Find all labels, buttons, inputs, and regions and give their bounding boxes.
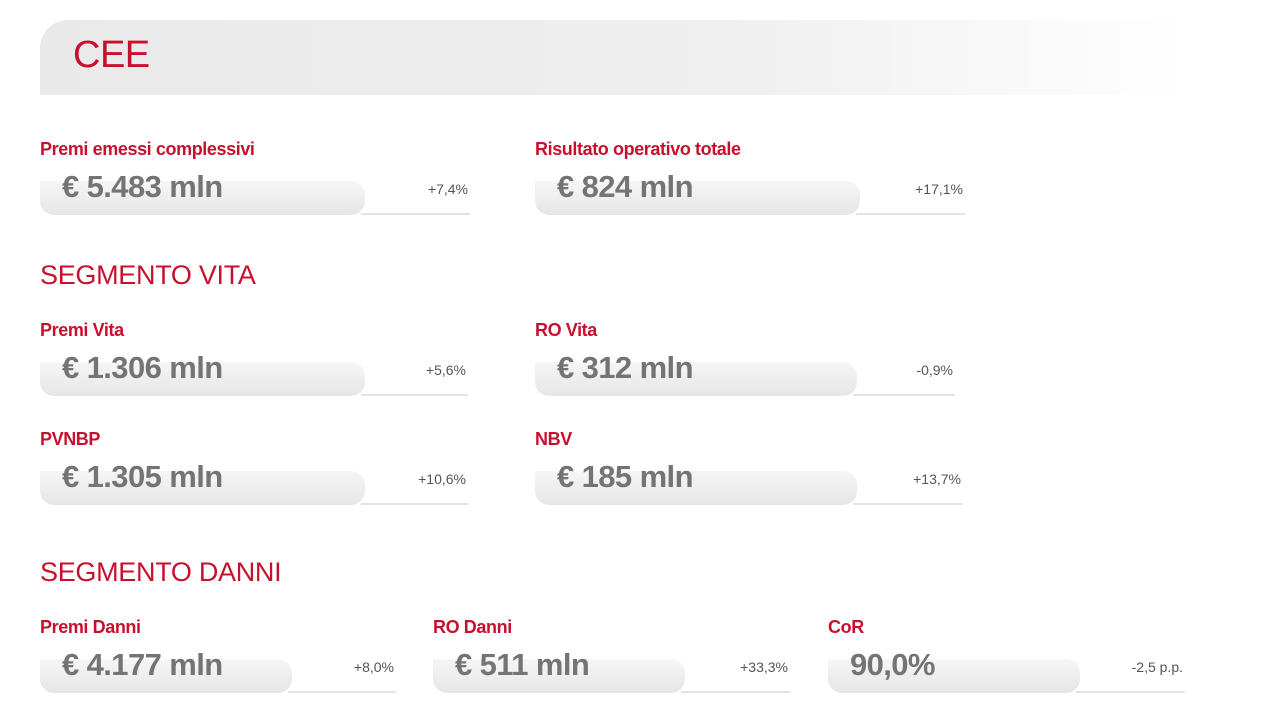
metric-value: € 1.305 mln: [62, 459, 223, 494]
value-underline: [853, 503, 963, 505]
value-pill: [535, 181, 860, 215]
metric-change: +7,4%: [427, 181, 468, 197]
metric-label: Premi Vita: [40, 320, 124, 340]
value-pill: [40, 362, 365, 396]
value-underline: [288, 691, 396, 693]
value-pill: [40, 659, 292, 693]
value-pill: [535, 471, 857, 505]
value-underline: [1076, 691, 1185, 693]
metric-change: -0,9%: [916, 362, 953, 378]
metric-card: RO Danni € 511 mln +33,3%: [433, 617, 790, 697]
metric-card: Premi Danni € 4.177 mln +8,0%: [40, 617, 396, 697]
metric-change: +13,7%: [913, 471, 961, 487]
value-pill: [433, 659, 685, 693]
value-pill: [535, 362, 857, 396]
metric-label: RO Vita: [535, 320, 597, 340]
value-pill: [828, 659, 1080, 693]
metric-card: Premi Vita € 1.306 mln +5,6%: [40, 320, 468, 400]
value-underline: [681, 691, 790, 693]
value-underline: [361, 394, 468, 396]
value-underline: [361, 213, 470, 215]
metric-card: RO Vita € 312 mln -0,9%: [535, 320, 955, 400]
metric-change: +33,3%: [740, 659, 788, 675]
metric-change: +10,6%: [418, 471, 466, 487]
metric-change: +5,6%: [425, 362, 466, 378]
value-underline: [856, 213, 965, 215]
metric-label: Risultato operativo totale: [535, 139, 741, 159]
value-pill: [40, 471, 365, 505]
metric-card: NBV € 185 mln +13,7%: [535, 429, 963, 509]
metric-value: € 185 mln: [557, 459, 694, 494]
metric-label: RO Danni: [433, 617, 512, 637]
metric-value: € 824 mln: [557, 169, 694, 204]
metric-card: Risultato operativo totale € 824 mln +17,1…: [535, 139, 965, 219]
section-title: SEGMENTO VITA: [40, 260, 256, 290]
header-title: CEE: [73, 34, 150, 76]
value-underline: [853, 394, 955, 396]
metric-value: 90,0%: [850, 647, 936, 682]
metric-change: +17,1%: [915, 181, 963, 197]
metric-card: CoR 90,0% -2,5 p.p.: [828, 617, 1185, 697]
metric-label: Premi Danni: [40, 617, 141, 637]
metric-card: Premi emessi complessivi € 5.483 mln +7,4%: [40, 139, 470, 219]
metric-label: PVNBP: [40, 429, 101, 449]
metric-label: Premi emessi complessivi: [40, 139, 255, 159]
metric-change: +8,0%: [353, 659, 394, 675]
metric-value: € 312 mln: [557, 350, 694, 385]
metric-card: PVNBP € 1.305 mln +10,6%: [40, 429, 468, 509]
metric-label: NBV: [535, 429, 572, 449]
value-pill: [40, 181, 365, 215]
metric-value: € 4.177 mln: [62, 647, 223, 682]
metric-value: € 5.483 mln: [62, 169, 223, 204]
section-title: SEGMENTO DANNI: [40, 557, 282, 587]
metric-value: € 1.306 mln: [62, 350, 223, 385]
metric-value: € 511 mln: [455, 647, 590, 682]
metric-change: -2,5 p.p.: [1131, 659, 1183, 675]
value-underline: [361, 503, 468, 505]
metric-label: CoR: [828, 617, 864, 637]
header-bar: CEE: [40, 20, 1190, 95]
